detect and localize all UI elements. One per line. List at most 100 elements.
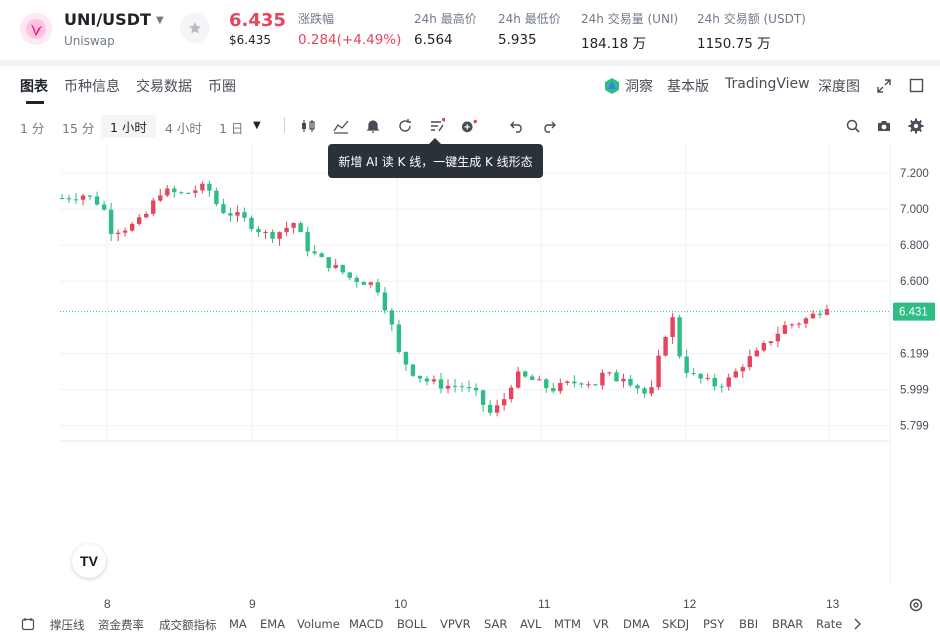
tab-trading-data[interactable]: 交易数据 [136, 79, 192, 95]
candle-body [340, 264, 345, 273]
y-tick-label: 7.200 [900, 168, 929, 180]
candle-body [249, 217, 254, 230]
candle-body [614, 372, 619, 382]
indicator-list-icon[interactable] [21, 617, 35, 631]
candle-body [501, 399, 507, 406]
search-icon[interactable] [845, 118, 861, 134]
stat-24h-turnover: 24h 交易额 (USDT) 1150.75 万 [697, 12, 806, 52]
tradingview-logo[interactable]: TV [72, 544, 106, 578]
candle-body [263, 231, 268, 233]
indicator-rate[interactable]: Rate [816, 617, 843, 631]
candle-body [656, 355, 661, 388]
indicator-bbi[interactable]: BBI [739, 617, 759, 631]
undo-icon[interactable] [509, 118, 525, 134]
indicator-avl[interactable]: AVL [520, 617, 542, 631]
pair-subtitle: Uniswap [64, 34, 115, 48]
alert-bell-icon[interactable] [365, 118, 381, 134]
chart-settings-icon[interactable] [908, 597, 924, 613]
candle-body [277, 232, 282, 239]
candle-body [740, 367, 745, 372]
candle-body [508, 387, 514, 400]
candle-body [403, 351, 409, 365]
indicator-psy[interactable]: PSY [703, 617, 725, 631]
candle-body [368, 282, 374, 285]
candle-body [775, 333, 781, 342]
indicator-macd[interactable]: MACD [349, 617, 384, 631]
candle-body [214, 190, 219, 205]
indicator-dma[interactable]: DMA [623, 617, 650, 631]
candle-body [487, 404, 493, 413]
y-tick-label: 6.199 [900, 349, 929, 361]
caret-down-icon[interactable]: ▼ [156, 15, 164, 26]
candle-type-icon[interactable] [300, 118, 316, 134]
indicator-资金费率[interactable]: 资金费率 [98, 618, 144, 632]
indicator-成交额指标[interactable]: 成交额指标 [159, 618, 217, 632]
insight-option[interactable]: 洞察 [603, 76, 653, 96]
candle-body [179, 192, 184, 194]
candle-body [642, 388, 647, 394]
candle-body [270, 231, 275, 239]
indicator-skdj[interactable]: SKDJ [662, 617, 690, 631]
candle-body [256, 229, 261, 232]
favorite-star-icon[interactable] [180, 13, 210, 43]
basic-view-option[interactable]: 基本版 [667, 79, 709, 95]
timeframe-1d[interactable]: 1 日 [219, 121, 244, 136]
expand-icon[interactable] [877, 79, 891, 93]
tab-coin-info[interactable]: 币种信息 [64, 79, 120, 95]
timeframe-4h[interactable]: 4 小时 [165, 121, 202, 136]
redo-icon[interactable] [541, 118, 557, 134]
candlestick-chart[interactable]: 7.200 7.000 6.800 6.600 6.199 5.999 5.799 8 9 10 1… [0, 144, 940, 614]
candle-body [565, 381, 570, 383]
indicator-ma[interactable]: MA [229, 617, 247, 631]
ai-kline-icon[interactable] [429, 118, 445, 134]
candle-body [431, 379, 437, 382]
indicator-mtm[interactable]: MTM [554, 617, 581, 631]
indicator-volume[interactable]: Volume [297, 617, 340, 631]
settings-gear-icon[interactable] [908, 118, 924, 134]
tradingview-option[interactable]: TradingView [725, 76, 810, 92]
chevron-right-icon[interactable] [853, 617, 863, 631]
indicator-boll[interactable]: BOLL [397, 617, 427, 631]
tab-square[interactable]: 币圈 [208, 79, 236, 95]
candle-body [382, 292, 388, 311]
indicator-撑压线[interactable]: 撑压线 [50, 618, 85, 632]
candle-body [207, 183, 212, 191]
candle-body [101, 204, 107, 210]
fullscreen-icon[interactable] [909, 78, 924, 93]
candle-body [312, 251, 317, 254]
last-price-tag [893, 302, 935, 321]
candle-body [326, 257, 331, 268]
candle-body [94, 196, 100, 205]
depth-chart-option[interactable]: 深度图 [818, 79, 860, 95]
candle-body [284, 227, 289, 233]
candle-body [712, 377, 717, 387]
stat-change: 涨跌幅 0.284(+4.49%) [298, 12, 402, 48]
timeframe-15m[interactable]: 15 分 [62, 121, 95, 136]
add-indicator-icon[interactable] [461, 118, 477, 134]
candle-body [438, 379, 444, 389]
candle-body [677, 317, 682, 357]
replay-icon[interactable] [397, 118, 413, 134]
timeframe-1m[interactable]: 1 分 [20, 121, 45, 136]
timeframe-dropdown-icon[interactable]: ▼ [253, 120, 261, 131]
indicator-ema[interactable]: EMA [260, 617, 286, 631]
candle-body [172, 188, 177, 193]
indicator-vr[interactable]: VR [593, 617, 609, 631]
tab-chart[interactable]: 图表 [20, 79, 48, 95]
candle-body [319, 253, 324, 258]
candle-body [480, 390, 486, 405]
candle-body [684, 356, 689, 374]
candle-body [59, 198, 65, 200]
candle-body [137, 217, 142, 224]
last-price: 6.435 [229, 10, 286, 31]
candle-body [473, 387, 479, 391]
indicator-sar[interactable]: SAR [484, 617, 508, 631]
candle-body [607, 372, 612, 374]
indicator-vpvr[interactable]: VPVR [440, 617, 471, 631]
indicator-brar[interactable]: BRAR [772, 617, 804, 631]
candle-body [600, 372, 605, 386]
camera-icon[interactable] [876, 118, 892, 134]
indicators-icon[interactable] [333, 118, 349, 134]
timeframe-1h[interactable]: 1 小时 [101, 115, 156, 138]
pair-name[interactable]: UNI/USDT [64, 10, 151, 29]
